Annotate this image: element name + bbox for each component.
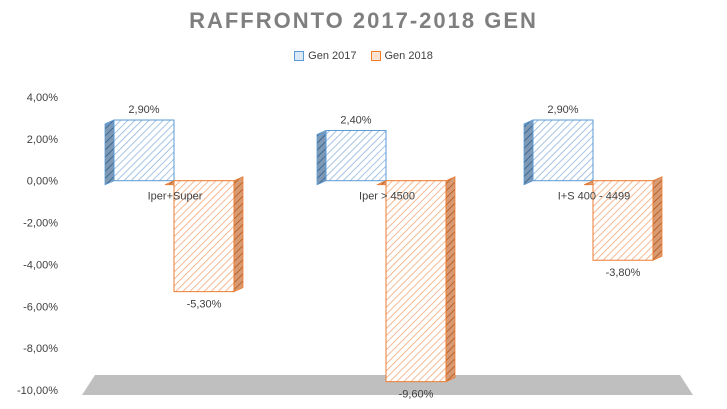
- data-label: -5,30%: [187, 299, 222, 311]
- bar-gen-2018-1: [376, 176, 456, 383]
- bar-front: [592, 180, 654, 261]
- data-label: 2,40%: [340, 114, 371, 126]
- bar-gen-2017-2: [523, 119, 594, 186]
- legend-swatch-gen-2018: [370, 51, 381, 61]
- legend-label-gen-2018: Gen 2018: [384, 50, 433, 62]
- category-label: I+S 400 - 4499: [558, 191, 630, 203]
- bar-side: [316, 129, 327, 186]
- category-label: Iper > 4500: [359, 191, 415, 203]
- bar-front: [173, 180, 235, 293]
- data-label: 2,90%: [547, 104, 578, 116]
- legend: Gen 2017 Gen 2018: [0, 50, 727, 62]
- bar-gen-2018-2: [583, 176, 663, 261]
- category-label: Iper+Super: [148, 191, 203, 203]
- bar-gen-2017-0: [104, 119, 175, 186]
- bar-gen-2017-1: [316, 129, 387, 186]
- bar-gen-2018-0: [164, 176, 244, 293]
- y-tick-label: 0,00%: [27, 176, 58, 188]
- bar-front: [532, 119, 594, 182]
- bar-side: [104, 119, 115, 186]
- y-tick-label: -4,00%: [23, 259, 58, 271]
- bar-side: [523, 119, 534, 186]
- y-tick-label: 4,00%: [27, 92, 58, 104]
- legend-item-gen-2017: Gen 2017: [294, 50, 357, 62]
- y-tick-label: -6,00%: [23, 301, 58, 313]
- bar-side-right: [652, 176, 663, 261]
- legend-item-gen-2018: Gen 2018: [370, 50, 433, 62]
- bar-front: [325, 129, 387, 182]
- bar-front: [113, 119, 175, 182]
- y-tick-label: -10,00%: [17, 385, 58, 397]
- bar-front: [385, 180, 447, 383]
- y-tick-label: -8,00%: [23, 343, 58, 355]
- chart-floor: [82, 375, 693, 395]
- y-tick-label: -2,00%: [23, 218, 58, 230]
- y-tick-label: 2,00%: [27, 134, 58, 146]
- data-label: 2,90%: [128, 104, 159, 116]
- legend-swatch-gen-2017: [294, 51, 305, 61]
- bar-side-right: [233, 176, 244, 293]
- legend-label-gen-2017: Gen 2017: [308, 50, 357, 62]
- data-label: -3,80%: [606, 267, 641, 279]
- bar-side-right: [445, 176, 456, 383]
- chart-title: RAFFRONTO 2017-2018 GEN: [189, 8, 538, 33]
- data-label: -9,60%: [399, 389, 434, 401]
